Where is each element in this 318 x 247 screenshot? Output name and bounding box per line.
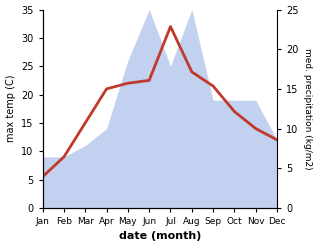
Y-axis label: max temp (C): max temp (C) — [5, 75, 16, 143]
Y-axis label: med. precipitation (kg/m2): med. precipitation (kg/m2) — [303, 48, 313, 169]
X-axis label: date (month): date (month) — [119, 231, 201, 242]
